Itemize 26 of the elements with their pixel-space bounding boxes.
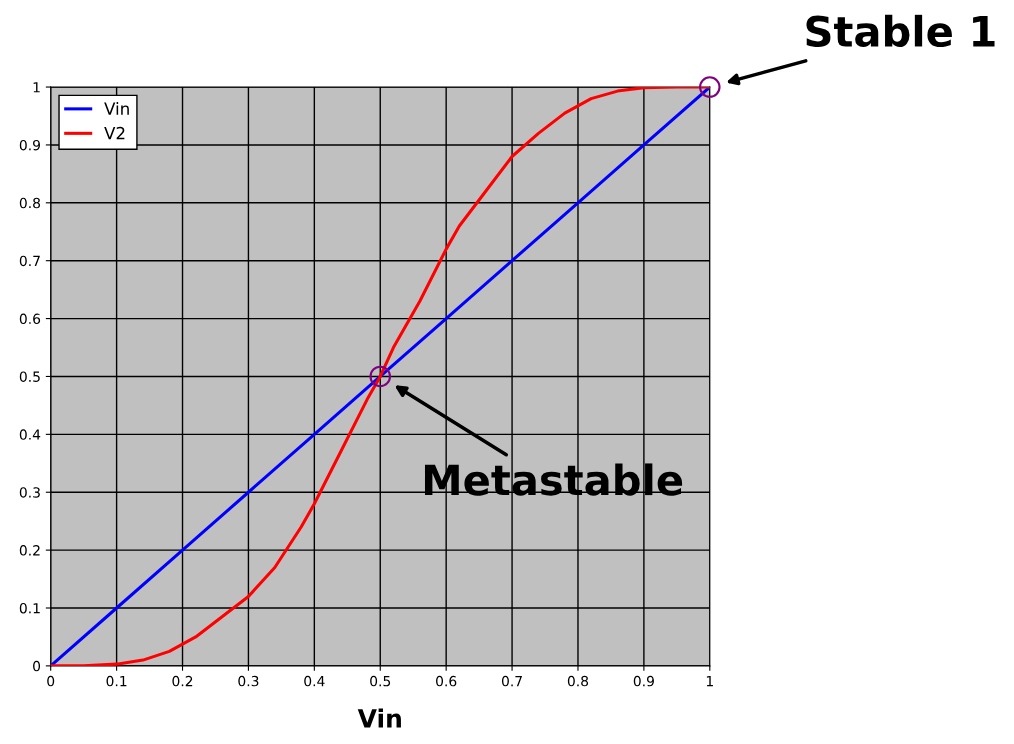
y-tick-label: 0 — [33, 660, 41, 672]
x-tick-label: 0.8 — [567, 675, 589, 687]
y-tick-label: 0.9 — [19, 139, 40, 151]
x-tick-label: 0.3 — [238, 675, 259, 687]
annotation: Stable 1 — [806, 14, 995, 48]
legend-label: V2 — [104, 126, 125, 140]
y-tick-label: 0.6 — [19, 313, 41, 325]
x-tick-label: 0 — [47, 675, 55, 687]
y-tick-label: 0.8 — [19, 197, 41, 209]
legend-label: Vin — [104, 102, 129, 115]
x-tick-label: 0.9 — [633, 675, 654, 687]
y-tick-label: 0.5 — [19, 371, 40, 382]
x-tick-label: 1 — [706, 676, 713, 687]
x-axis-title: Vin — [357, 708, 401, 728]
x-tick-label: 0.6 — [436, 675, 457, 687]
x-tick-label: 0.7 — [501, 675, 522, 687]
y-tick-label: 0.4 — [19, 429, 41, 440]
x-tick-label: 0.4 — [304, 675, 325, 687]
x-tick-label: 0.1 — [106, 675, 127, 687]
x-tick-label: 0.5 — [370, 675, 391, 687]
y-tick-label: 1 — [33, 82, 40, 93]
x-tick-label: 0.2 — [172, 675, 193, 687]
y-tick-label: 0.2 — [19, 545, 40, 556]
y-tick-label: 0.7 — [19, 255, 40, 267]
y-tick-label: 0.1 — [19, 602, 40, 614]
y-tick-label: 0.3 — [19, 487, 40, 498]
